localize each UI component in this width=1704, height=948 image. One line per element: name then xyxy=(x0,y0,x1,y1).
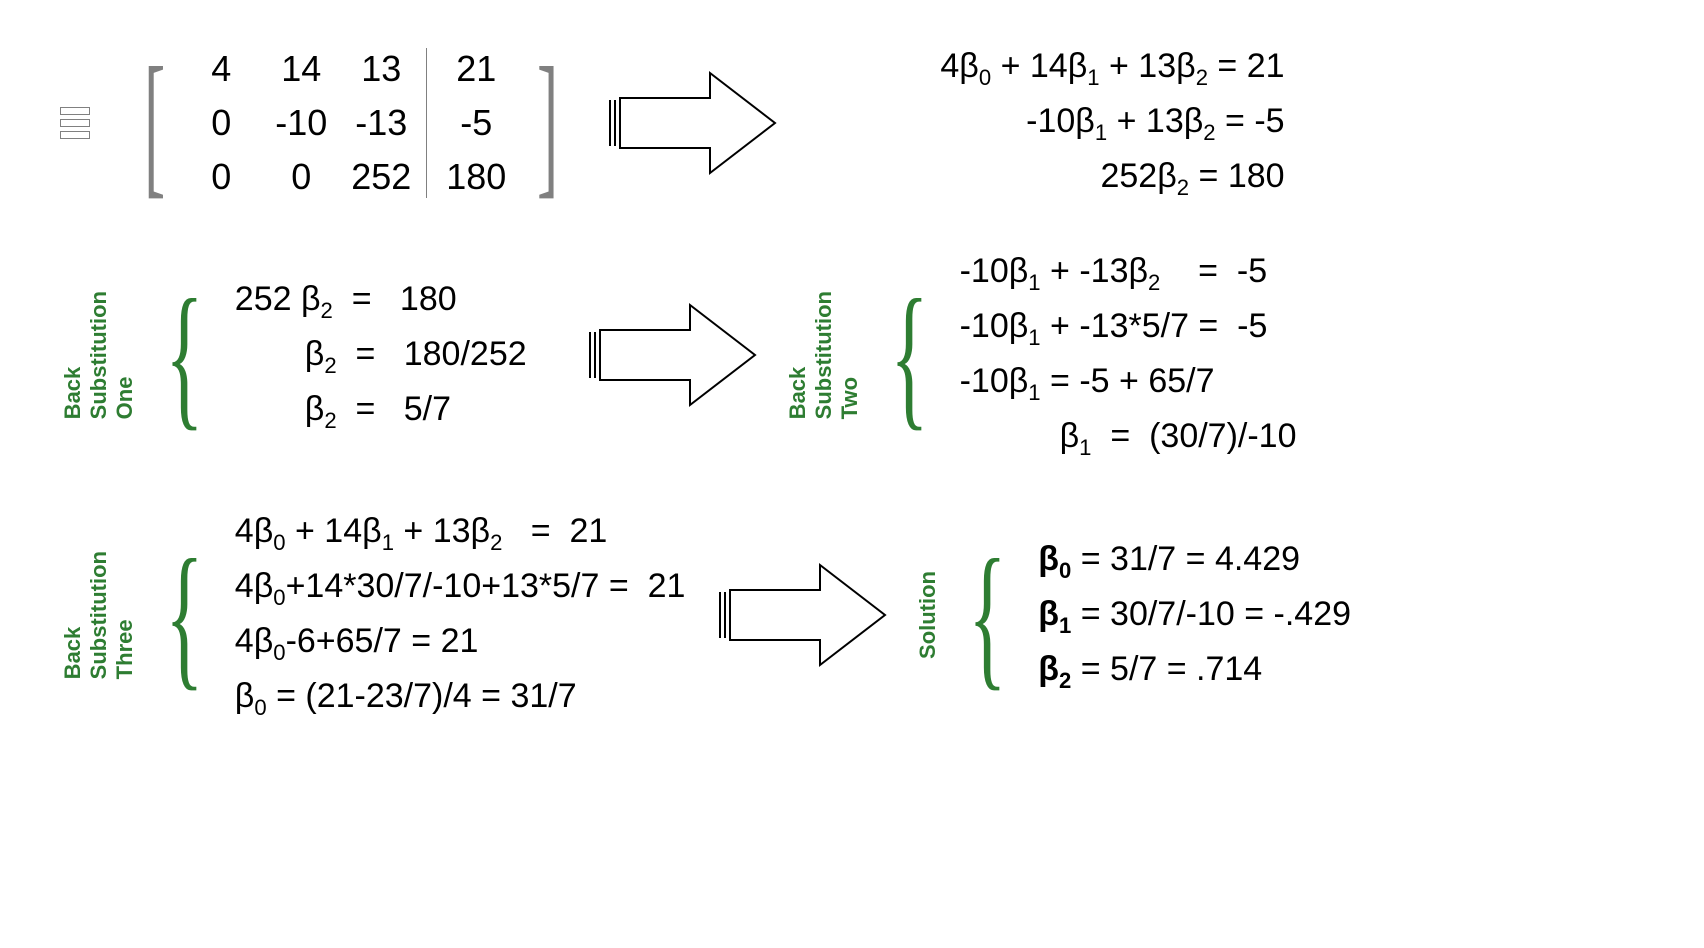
solution-line: β2 = 5/7 = .714 xyxy=(1038,643,1351,698)
math-line: 4β0 + 14β1 + 13β2 = 21 xyxy=(235,505,686,560)
equation-line: -10β1 + 13β2 = -5 xyxy=(805,95,1285,150)
matrix-cell: -13 xyxy=(341,102,421,144)
matrix-cell: -10 xyxy=(261,102,341,144)
math-line: β2 = 180/252 xyxy=(235,328,555,383)
solution-label: Solution xyxy=(915,571,941,659)
brace-icon: { xyxy=(890,291,928,419)
matrix-cell: 252 xyxy=(341,156,421,198)
backsub3-label: BackSubstitutionThree xyxy=(60,551,138,679)
augmented-matrix: [ 4 14 13 21 0 -10 -13 -5 0 0 252 180 ] xyxy=(128,48,575,198)
matrix-cell: 180 xyxy=(431,156,521,198)
hamburger-icon xyxy=(60,107,90,139)
backsub2-label: BackSubstitutionTwo xyxy=(785,291,863,419)
arrow-icon xyxy=(600,68,780,178)
brace-icon: { xyxy=(165,551,203,679)
row-backsub-3-solution: BackSubstitutionThree { 4β0 + 14β1 + 13β… xyxy=(60,505,1644,725)
backsub3-block: 4β0 + 14β1 + 13β2 = 21 4β0+14*30/7/-10+1… xyxy=(235,505,686,725)
matrix-cell: 13 xyxy=(341,48,421,90)
math-line: -10β1 = -5 + 65/7 xyxy=(960,355,1297,410)
arrow-icon xyxy=(710,560,890,670)
brace-icon: { xyxy=(969,551,1007,679)
solution-line: β0 = 31/7 = 4.429 xyxy=(1038,533,1351,588)
math-line: 4β0-6+65/7 = 21 xyxy=(235,615,686,670)
matrix-cell: -5 xyxy=(431,102,521,144)
equation-line: 4β0 + 14β1 + 13β2 = 21 xyxy=(805,40,1285,95)
math-line: β0 = (21-23/7)/4 = 31/7 xyxy=(235,670,686,725)
matrix-cell: 14 xyxy=(261,48,341,90)
arrow-icon xyxy=(580,300,760,410)
row-backsub-1-2: BackSubstitutionOne { 252 β2 = 180 β2 = … xyxy=(60,245,1644,465)
math-line: -10β1 + -13β2 = -5 xyxy=(960,245,1297,300)
matrix-cell: 0 xyxy=(261,156,341,198)
equation-system: 4β0 + 14β1 + 13β2 = 21 -10β1 + 13β2 = -5… xyxy=(805,40,1285,205)
equation-line: 252β2 = 180 xyxy=(805,150,1285,205)
matrix-cell: 4 xyxy=(181,48,261,90)
matrix-grid: 4 14 13 21 0 -10 -13 -5 0 0 252 180 xyxy=(181,48,521,198)
backsub1-label: BackSubstitutionOne xyxy=(60,291,138,419)
solution-block: β0 = 31/7 = 4.429 β1 = 30/7/-10 = -.429 … xyxy=(1038,533,1351,698)
brace-icon: { xyxy=(165,291,203,419)
math-line: -10β1 + -13*5/7 = -5 xyxy=(960,300,1297,355)
matrix-separator xyxy=(426,48,427,198)
matrix-cell: 21 xyxy=(431,48,521,90)
left-bracket: [ xyxy=(144,55,165,191)
right-bracket: ] xyxy=(537,55,558,191)
math-line: 4β0+14*30/7/-10+13*5/7 = 21 xyxy=(235,560,686,615)
backsub2-block: -10β1 + -13β2 = -5 -10β1 + -13*5/7 = -5 … xyxy=(960,245,1297,465)
matrix-cell: 0 xyxy=(181,156,261,198)
math-line: 252 β2 = 180 xyxy=(235,273,555,328)
matrix-cell: 0 xyxy=(181,102,261,144)
backsub1-block: 252 β2 = 180 β2 = 180/252 β2 = 5/7 xyxy=(235,273,555,438)
solution-line: β1 = 30/7/-10 = -.429 xyxy=(1038,588,1351,643)
row-matrix-to-equations: [ 4 14 13 21 0 -10 -13 -5 0 0 252 180 ] … xyxy=(60,40,1644,205)
math-line: β1 = (30/7)/-10 xyxy=(960,410,1297,465)
math-line: β2 = 5/7 xyxy=(235,383,555,438)
